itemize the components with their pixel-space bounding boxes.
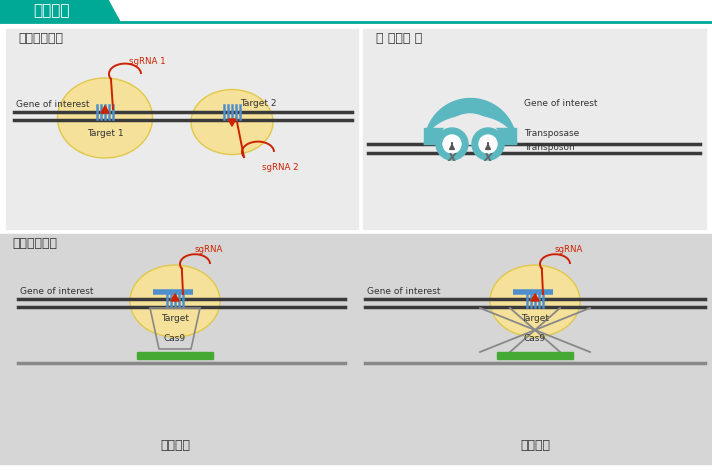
Text: X: X <box>448 153 456 163</box>
Bar <box>137 352 213 359</box>
Polygon shape <box>228 119 236 126</box>
Text: 定点插入: 定点插入 <box>160 439 190 452</box>
Bar <box>497 352 573 359</box>
Bar <box>6 29 358 229</box>
Circle shape <box>479 135 497 153</box>
Bar <box>0 0 712 22</box>
Bar <box>363 29 706 229</box>
Ellipse shape <box>58 78 152 158</box>
Text: X: X <box>483 153 492 163</box>
Text: sgRNA 1: sgRNA 1 <box>129 57 166 66</box>
Text: sgRNA: sgRNA <box>195 245 224 254</box>
Text: Transposon: Transposon <box>524 143 575 152</box>
Text: Target: Target <box>161 314 189 323</box>
Text: 同源置换: 同源置换 <box>520 439 550 452</box>
Text: Target: Target <box>521 314 549 323</box>
Circle shape <box>443 135 461 153</box>
Wedge shape <box>440 114 500 144</box>
Bar <box>0 234 712 464</box>
Polygon shape <box>531 294 539 301</box>
Text: Gene of interest: Gene of interest <box>16 100 90 109</box>
Text: Gene of interest: Gene of interest <box>20 287 93 296</box>
Text: Cas9: Cas9 <box>164 334 186 343</box>
Bar <box>424 128 516 144</box>
Text: Gene of interest: Gene of interest <box>367 287 441 296</box>
Circle shape <box>472 128 504 160</box>
Text: sgRNA 2: sgRNA 2 <box>262 163 298 172</box>
Text: 【基因敲入】: 【基因敲入】 <box>12 237 57 250</box>
Text: Transposase: Transposase <box>524 129 580 138</box>
Text: 技术原理: 技术原理 <box>33 3 70 18</box>
Polygon shape <box>171 294 179 301</box>
Text: Target 1: Target 1 <box>87 129 123 138</box>
Ellipse shape <box>490 265 580 337</box>
Text: 【基因敲除】: 【基因敲除】 <box>18 32 63 45</box>
Polygon shape <box>0 0 120 22</box>
Text: 【 转基因 】: 【 转基因 】 <box>376 32 422 45</box>
Text: sgRNA: sgRNA <box>555 245 583 254</box>
Text: Cas9: Cas9 <box>524 334 546 343</box>
Polygon shape <box>101 106 109 113</box>
Circle shape <box>436 128 468 160</box>
Ellipse shape <box>191 90 273 155</box>
Ellipse shape <box>130 265 220 337</box>
Text: Gene of interest: Gene of interest <box>524 99 597 108</box>
Text: Target 2: Target 2 <box>240 99 276 108</box>
